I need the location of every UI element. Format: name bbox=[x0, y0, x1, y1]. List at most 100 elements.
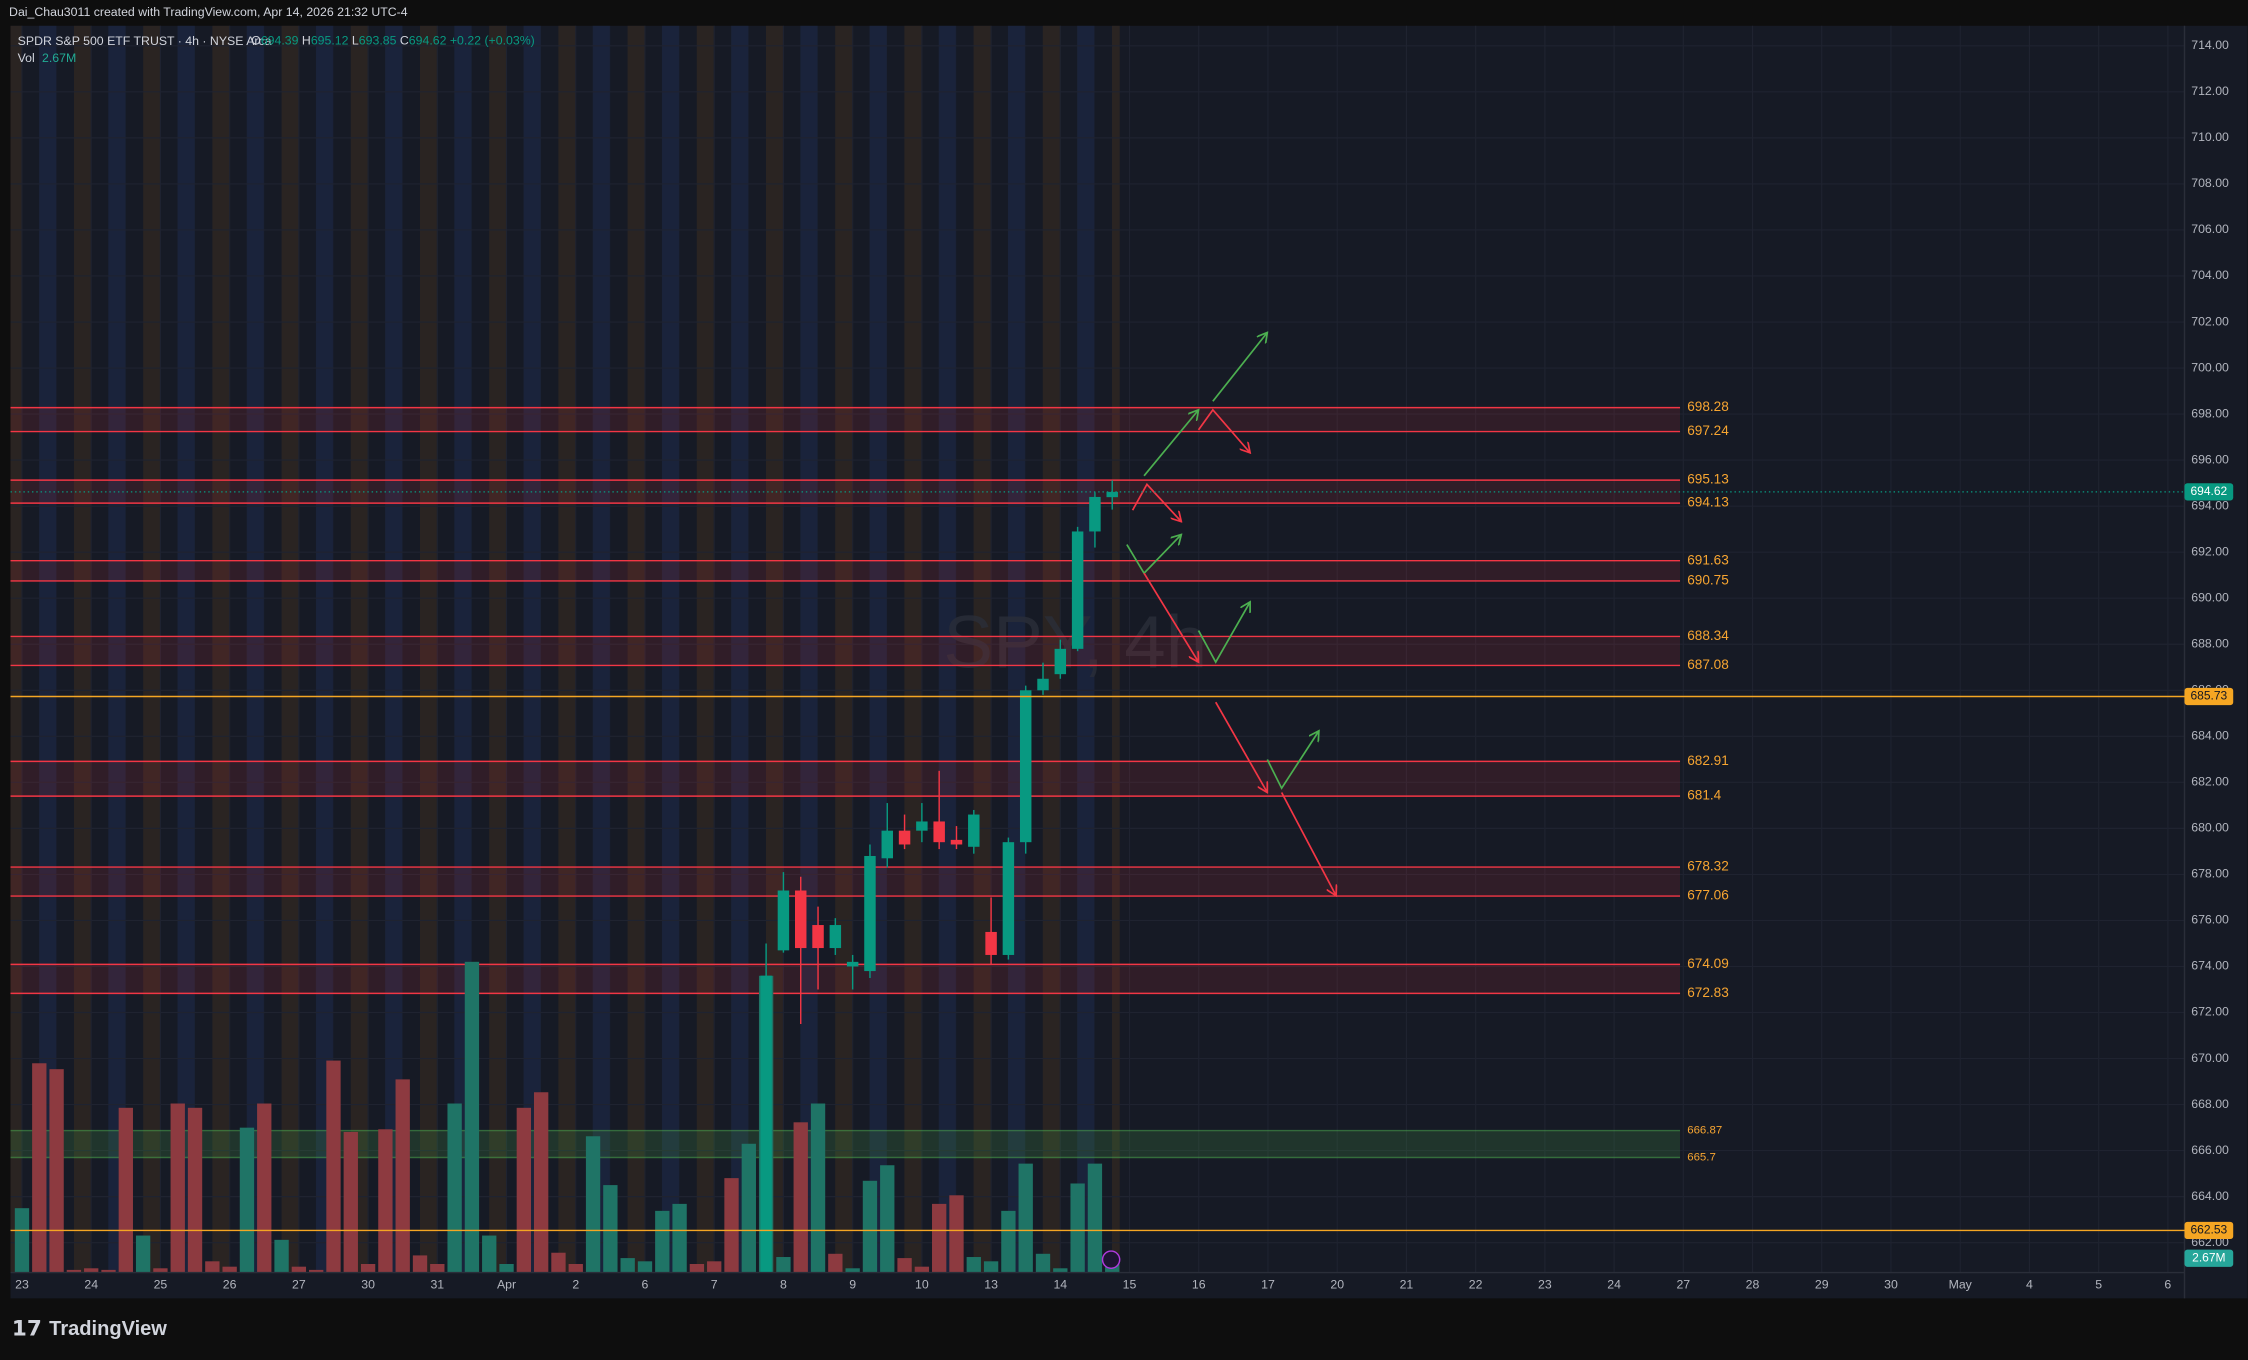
volume-bar bbox=[551, 1252, 566, 1273]
y-tick-label: 708.00 bbox=[2191, 176, 2229, 190]
volume-bar bbox=[205, 1261, 220, 1273]
horizontal-line-label-box bbox=[2184, 1221, 2234, 1240]
legend-volume-name: Vol bbox=[18, 51, 35, 65]
x-tick-label: May bbox=[1949, 1278, 1973, 1292]
candle-body bbox=[1054, 648, 1067, 675]
volume-bar bbox=[724, 1178, 739, 1273]
volume-bar bbox=[49, 1069, 64, 1273]
volume-bar bbox=[1018, 1163, 1033, 1273]
volume-bar bbox=[118, 1107, 133, 1273]
y-tick-label: 700.00 bbox=[2191, 360, 2229, 374]
legend-item: 695.12 bbox=[311, 34, 349, 48]
zone-bottom-label: 687.08 bbox=[1687, 657, 1729, 672]
volume-bar bbox=[845, 1268, 860, 1273]
zone bbox=[10, 867, 1681, 897]
candle-body bbox=[968, 814, 980, 847]
replay-icon[interactable] bbox=[1101, 1250, 1121, 1269]
volume-bar bbox=[499, 1263, 514, 1273]
x-tick-label: 31 bbox=[430, 1278, 444, 1292]
volume-bar bbox=[689, 1263, 705, 1273]
volume-bar bbox=[326, 1060, 341, 1273]
x-tick-label: 24 bbox=[84, 1278, 98, 1292]
x-tick-label: 21 bbox=[1400, 1278, 1414, 1292]
axes: 662.00664.00666.00668.00670.00672.00674.… bbox=[15, 38, 2229, 1292]
volume-bar bbox=[1070, 1183, 1085, 1273]
arrow bbox=[1212, 332, 1267, 402]
volume-bar bbox=[983, 1261, 999, 1273]
y-tick-label: 698.00 bbox=[2191, 406, 2229, 420]
volume-bar bbox=[1035, 1253, 1051, 1273]
volume-bar bbox=[153, 1268, 168, 1273]
arrow bbox=[1214, 701, 1268, 792]
volume-bar bbox=[170, 1103, 185, 1273]
candle-body bbox=[1071, 531, 1084, 649]
y-tick-label: 696.00 bbox=[2191, 452, 2229, 466]
volume-bar bbox=[655, 1210, 670, 1273]
legend-ohlc: O694.39 H695.12 L693.85 C694.62 +0.22 (+… bbox=[251, 34, 535, 48]
y-tick-label: 680.00 bbox=[2191, 821, 2229, 835]
x-tick-label: 27 bbox=[292, 1278, 306, 1292]
y-tick-label: 666.00 bbox=[2191, 1143, 2229, 1157]
volume-bar bbox=[914, 1266, 930, 1273]
x-tick-label: 22 bbox=[1469, 1278, 1483, 1292]
legend-volume-value: 2.67M bbox=[42, 51, 76, 65]
zones: 698.28 697.24 695.13 694.13 691.63 690.75 688.… bbox=[10, 399, 1729, 1164]
volume-bar bbox=[1087, 1163, 1103, 1273]
support-zone bbox=[10, 1130, 1681, 1158]
volume-bar bbox=[741, 1143, 756, 1273]
volume-bar bbox=[378, 1129, 393, 1273]
y-tick-label: 692.00 bbox=[2191, 544, 2229, 558]
x-tick-label: 5 bbox=[2095, 1278, 2102, 1292]
zone-top-label: 698.28 bbox=[1687, 399, 1729, 414]
volume-bar bbox=[291, 1266, 307, 1273]
candle-body bbox=[1019, 690, 1032, 843]
zone bbox=[10, 964, 1681, 994]
zone-bottom-label: 690.75 bbox=[1687, 573, 1729, 588]
x-tick-label: 23 bbox=[1538, 1278, 1552, 1292]
x-tick-label: 6 bbox=[642, 1278, 649, 1292]
volume-bar bbox=[239, 1127, 255, 1273]
legend-item: 693.85 bbox=[359, 34, 397, 48]
legend-item: O bbox=[251, 34, 261, 48]
legend: SPDR S&P 500 ETF TRUST · 4h · NYSE Arca … bbox=[18, 34, 535, 65]
y-tick-label: 682.00 bbox=[2191, 775, 2229, 789]
candle-body bbox=[812, 925, 824, 949]
overlay: 685.73 662.53 694.62 2.67M bbox=[10, 483, 2234, 1267]
x-tick-label: 20 bbox=[1330, 1278, 1344, 1292]
last-price-label: 694.62 bbox=[2190, 484, 2227, 498]
x-tick-label: 30 bbox=[361, 1278, 375, 1292]
candle-body bbox=[829, 925, 842, 949]
grid bbox=[10, 25, 2185, 1273]
volume-bar bbox=[464, 961, 480, 1273]
legend-item: +0.22 (+0.03%) bbox=[450, 34, 535, 48]
volume-bar bbox=[516, 1107, 532, 1273]
volume-bar bbox=[862, 1180, 878, 1273]
volume-bar bbox=[360, 1263, 376, 1273]
x-tick-label: 8 bbox=[780, 1278, 787, 1292]
support-zone-top-label: 666.87 bbox=[1687, 1125, 1722, 1137]
y-tick-label: 678.00 bbox=[2191, 867, 2229, 881]
x-tick-label: 23 bbox=[15, 1278, 29, 1292]
y-tick-label: 706.00 bbox=[2191, 222, 2229, 236]
last-volume-label: 2.67M bbox=[2192, 1250, 2225, 1264]
y-tick-label: 712.00 bbox=[2191, 84, 2229, 98]
legend-title: SPDR S&P 500 ETF TRUST · 4h · NYSE Arca bbox=[18, 34, 272, 48]
volume-bar bbox=[793, 1122, 808, 1273]
zone bbox=[10, 636, 1681, 666]
legend-item: 694.39 bbox=[261, 34, 299, 48]
x-tick-label: 10 bbox=[915, 1278, 929, 1292]
volume-bar bbox=[932, 1203, 947, 1273]
y-tick-label: 664.00 bbox=[2191, 1189, 2229, 1203]
volume-bar bbox=[810, 1103, 826, 1273]
candle-body bbox=[864, 855, 876, 972]
y-tick-label: 670.00 bbox=[2191, 1051, 2229, 1065]
support-zone-bottom-label: 665.7 bbox=[1687, 1152, 1716, 1164]
volume-bar bbox=[430, 1263, 445, 1273]
zone-top-label: 688.34 bbox=[1687, 628, 1729, 643]
volume-bar bbox=[482, 1235, 497, 1273]
candle-body bbox=[846, 961, 859, 967]
horizontal-line-label: 685.73 bbox=[2190, 689, 2227, 703]
x-tick-label: 25 bbox=[154, 1278, 168, 1292]
volume-bar bbox=[1001, 1210, 1016, 1273]
volume-bar bbox=[603, 1185, 618, 1273]
